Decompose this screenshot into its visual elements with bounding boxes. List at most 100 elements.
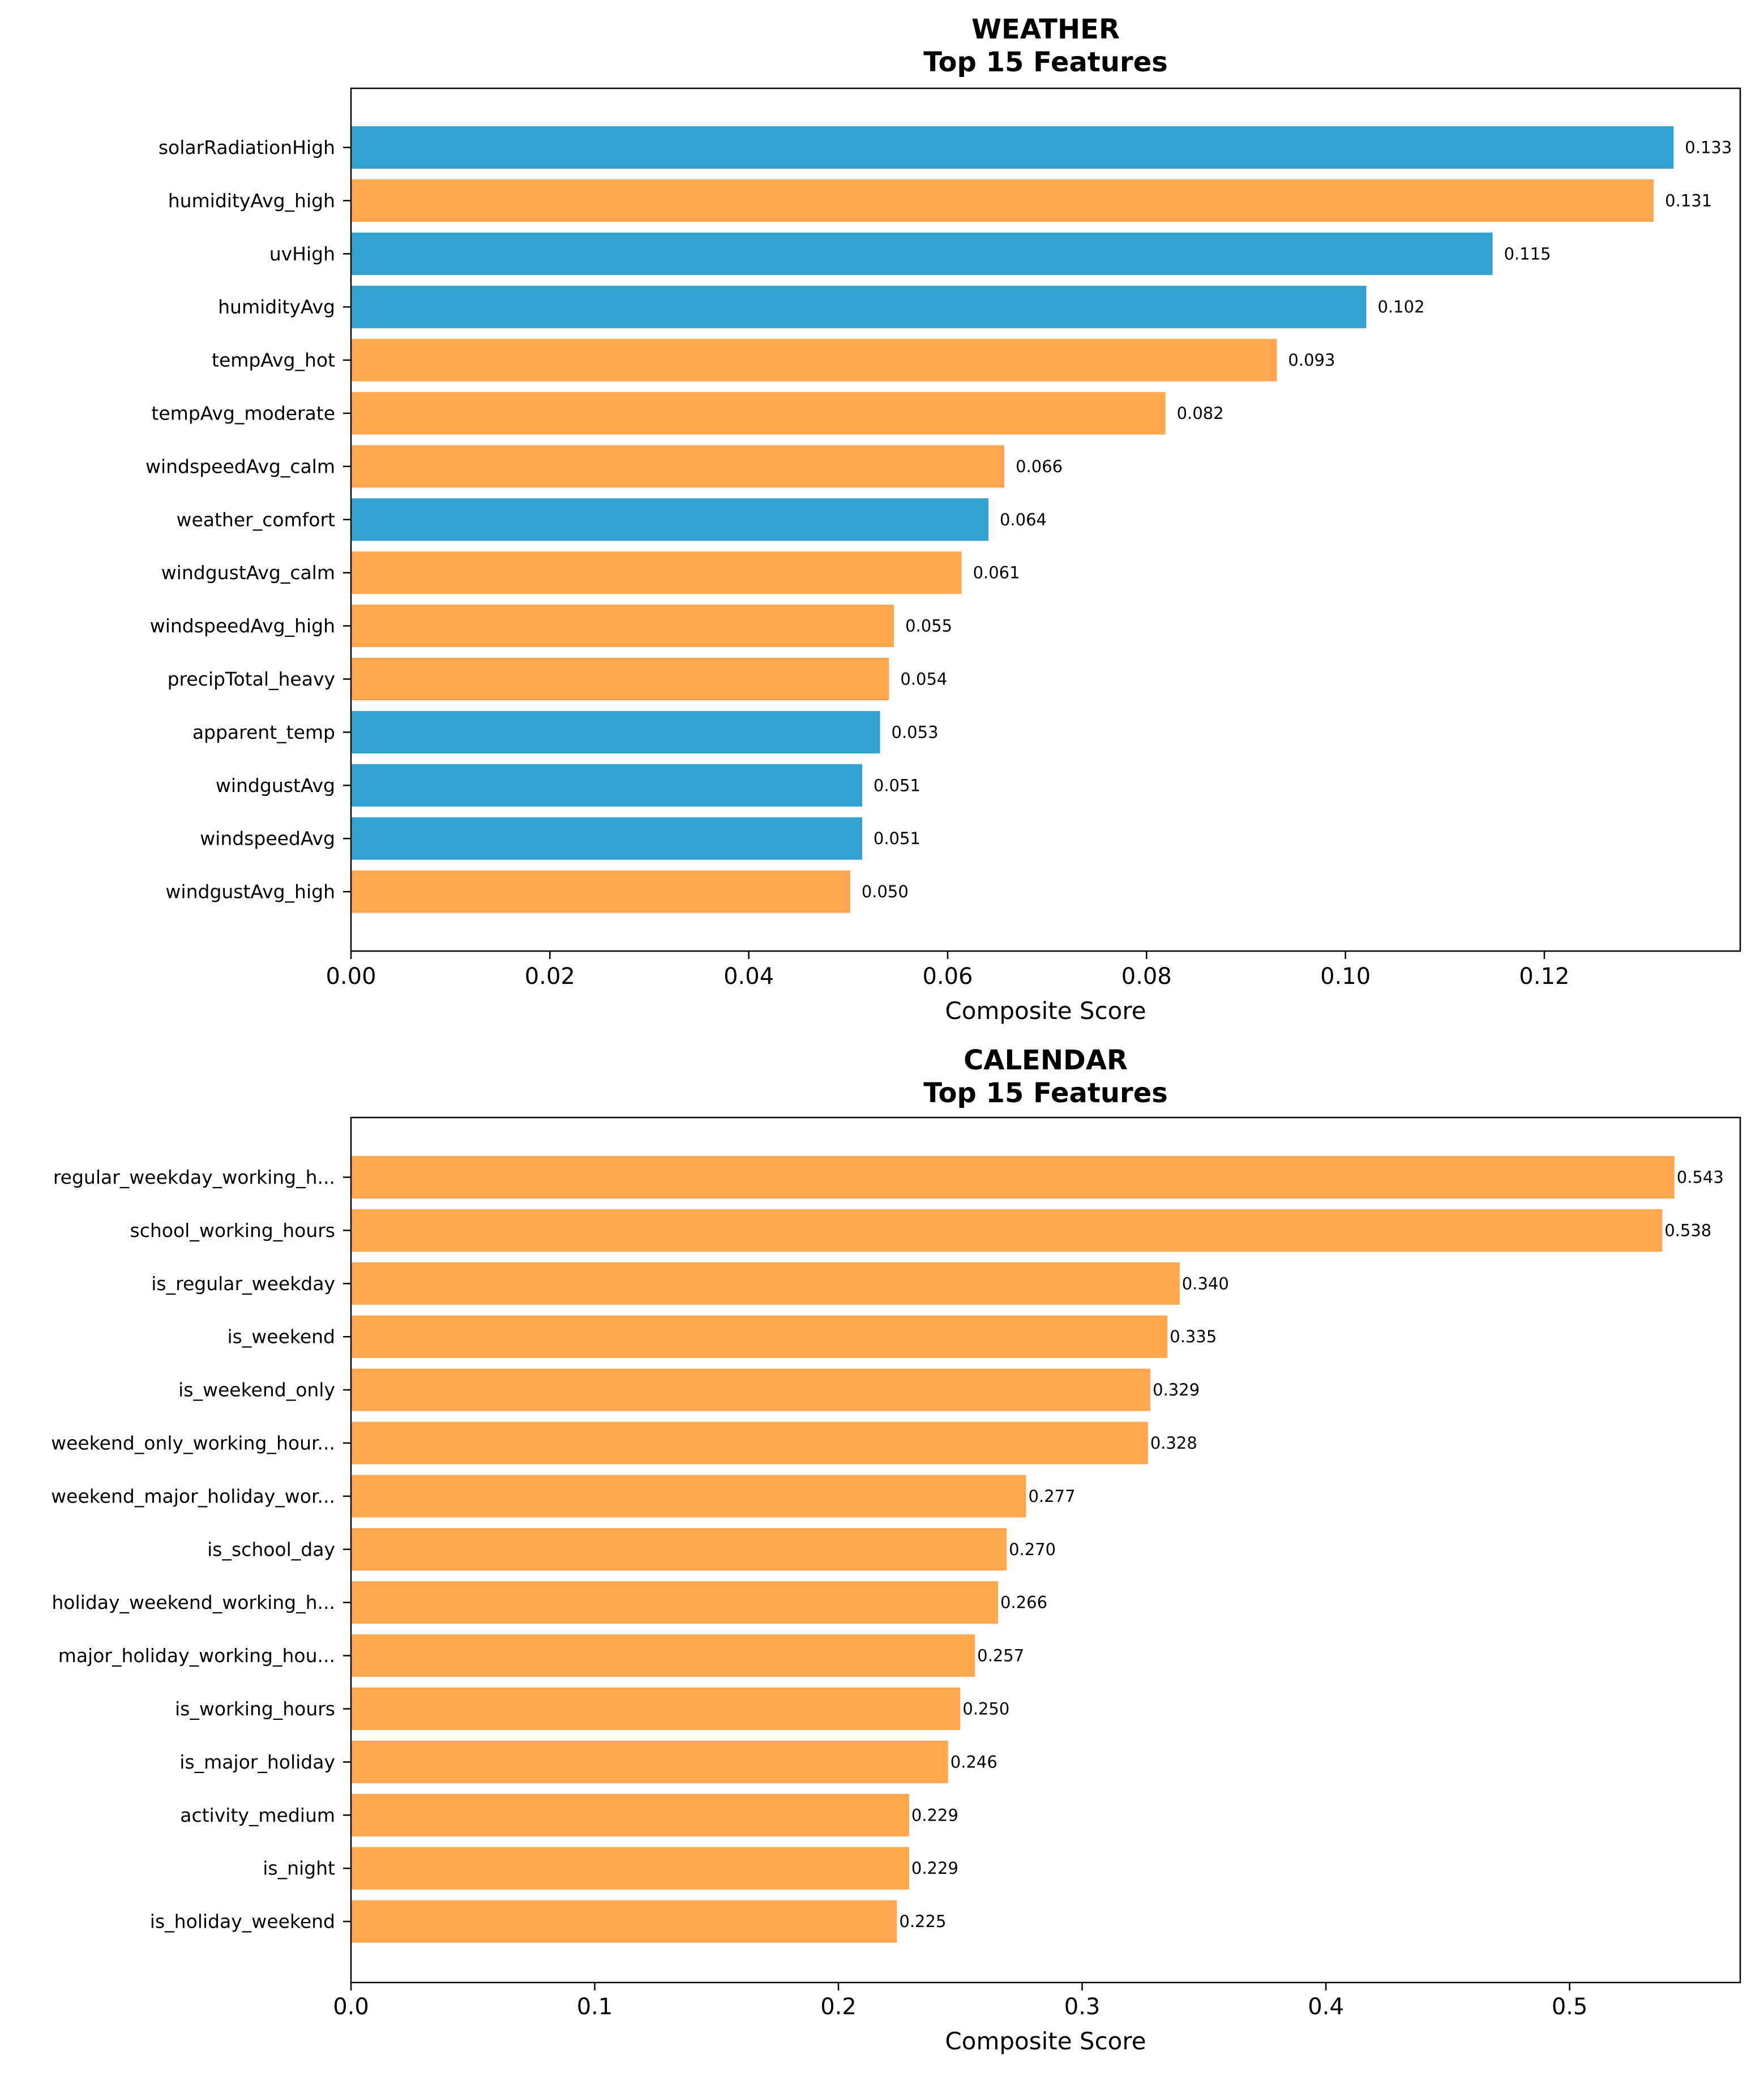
calendar-value-label: 0.335 (1170, 1327, 1217, 1346)
weather-xtick-label: 0.10 (1320, 964, 1371, 990)
weather-xtick-label: 0.08 (1121, 964, 1172, 990)
calendar-chart-title: CALENDAR (964, 1044, 1128, 1076)
weather-value-label: 0.051 (874, 776, 920, 795)
weather-value-label: 0.102 (1378, 297, 1425, 316)
weather-value-label: 0.115 (1504, 244, 1551, 263)
weather-category-label: uvHigh (269, 243, 335, 265)
weather-bar (351, 392, 1166, 435)
calendar-chart-subtitle: Top 15 Features (923, 1077, 1168, 1109)
calendar-value-label: 0.277 (1029, 1487, 1076, 1506)
calendar-value-label: 0.250 (962, 1699, 1009, 1719)
weather-bar (351, 764, 862, 807)
weather-category-label: precipTotal_heavy (168, 668, 335, 690)
calendar-category-label: is_working_hours (175, 1698, 335, 1720)
calendar-value-label: 0.266 (1000, 1593, 1047, 1612)
calendar-bar (351, 1315, 1168, 1358)
weather-category-label: weather_comfort (176, 508, 335, 530)
weather-value-label: 0.050 (862, 882, 909, 901)
weather-bar (351, 605, 894, 648)
weather-bar (351, 179, 1654, 222)
weather-bar (351, 285, 1367, 328)
calendar-category-label: weekend_major_holiday_wor... (51, 1485, 335, 1507)
calendar-category-label: is_major_holiday (179, 1751, 335, 1773)
weather-bar (351, 339, 1277, 382)
calendar-bar (351, 1475, 1026, 1518)
calendar-bar (351, 1740, 948, 1783)
weather-xtick-label: 0.12 (1519, 964, 1569, 990)
calendar-category-label: regular_weekday_working_h... (53, 1166, 335, 1188)
weather-category-label: windspeedAvg_calm (145, 455, 335, 477)
weather-value-label: 0.054 (900, 670, 947, 689)
weather-category-label: apparent_temp (192, 721, 335, 743)
weather-bar (351, 126, 1674, 169)
calendar-value-label: 0.225 (899, 1912, 946, 1931)
calendar-bar (351, 1209, 1663, 1252)
weather-xtick-label: 0.00 (326, 964, 376, 990)
calendar-bar (351, 1262, 1180, 1305)
calendar-bar (351, 1634, 975, 1677)
weather-chart-subtitle: Top 15 Features (923, 46, 1168, 78)
weather-xaxis-label: Composite Score (945, 997, 1146, 1025)
weather-category-label: windspeedAvg_high (150, 615, 335, 637)
weather-category-label: humidityAvg (218, 296, 335, 318)
calendar-value-label: 0.538 (1664, 1221, 1711, 1240)
weather-category-label: tempAvg_moderate (151, 403, 335, 425)
calendar-xtick-label: 0.5 (1552, 1994, 1588, 2020)
weather-category-label: windgustAvg_calm (161, 562, 335, 584)
calendar-bar (351, 1528, 1007, 1571)
calendar-category-label: is_night (263, 1857, 335, 1880)
calendar-xaxis-label: Composite Score (945, 2027, 1146, 2055)
weather-axes-frame (350, 87, 1741, 952)
weather-value-label: 0.082 (1177, 404, 1224, 423)
calendar-xtick-label: 0.2 (820, 1994, 857, 2020)
calendar-category-label: major_holiday_working_hou... (58, 1645, 335, 1667)
calendar-value-label: 0.246 (950, 1752, 997, 1771)
calendar-bar (351, 1900, 897, 1943)
weather-category-label: humidityAvg_high (168, 190, 335, 212)
weather-bar (351, 232, 1493, 275)
weather-bar (351, 551, 962, 594)
calendar-value-label: 0.328 (1150, 1433, 1197, 1453)
calendar-category-label: school_working_hours (130, 1219, 335, 1241)
weather-xtick-label: 0.04 (723, 964, 774, 990)
calendar-value-label: 0.543 (1677, 1168, 1724, 1187)
calendar-value-label: 0.257 (977, 1646, 1024, 1666)
weather-bar (351, 498, 988, 541)
calendar-category-label: is_weekend_only (178, 1379, 335, 1401)
calendar-bar (351, 1581, 999, 1624)
weather-value-label: 0.066 (1016, 457, 1063, 476)
weather-bar (351, 658, 889, 700)
calendar-value-label: 0.329 (1153, 1380, 1200, 1399)
calendar-bar (351, 1688, 961, 1730)
calendar-bar (351, 1368, 1151, 1411)
calendar-value-label: 0.340 (1182, 1274, 1229, 1293)
calendar-xtick-label: 0.0 (333, 1994, 369, 2020)
calendar-category-label: activity_medium (180, 1804, 335, 1826)
calendar-value-label: 0.229 (911, 1805, 958, 1825)
calendar-bar (351, 1422, 1148, 1465)
weather-value-label: 0.055 (905, 616, 952, 636)
calendar-xtick-label: 0.4 (1308, 1994, 1344, 2020)
calendar-category-label: holiday_weekend_working_h... (52, 1591, 335, 1613)
calendar-category-label: is_weekend (227, 1326, 335, 1348)
weather-xtick-label: 0.02 (525, 964, 575, 990)
weather-category-label: tempAvg_hot (212, 349, 335, 371)
calendar-xtick-label: 0.1 (577, 1994, 613, 2020)
weather-category-label: windgustAvg_high (165, 881, 335, 903)
calendar-category-label: is_school_day (207, 1538, 335, 1560)
weather-category-label: windspeedAvg (200, 828, 335, 850)
weather-bar (351, 445, 1005, 488)
weather-value-label: 0.093 (1288, 350, 1335, 370)
weather-xtick-label: 0.06 (922, 964, 973, 990)
weather-value-label: 0.061 (973, 563, 1020, 583)
weather-bar (351, 817, 862, 860)
calendar-bar (351, 1156, 1675, 1198)
calendar-category-label: weekend_only_working_hour... (51, 1432, 335, 1454)
calendar-axes-frame (350, 1116, 1741, 1984)
calendar-bar (351, 1793, 909, 1836)
calendar-value-label: 0.270 (1009, 1540, 1056, 1559)
calendar-category-label: is_holiday_weekend (150, 1911, 335, 1933)
